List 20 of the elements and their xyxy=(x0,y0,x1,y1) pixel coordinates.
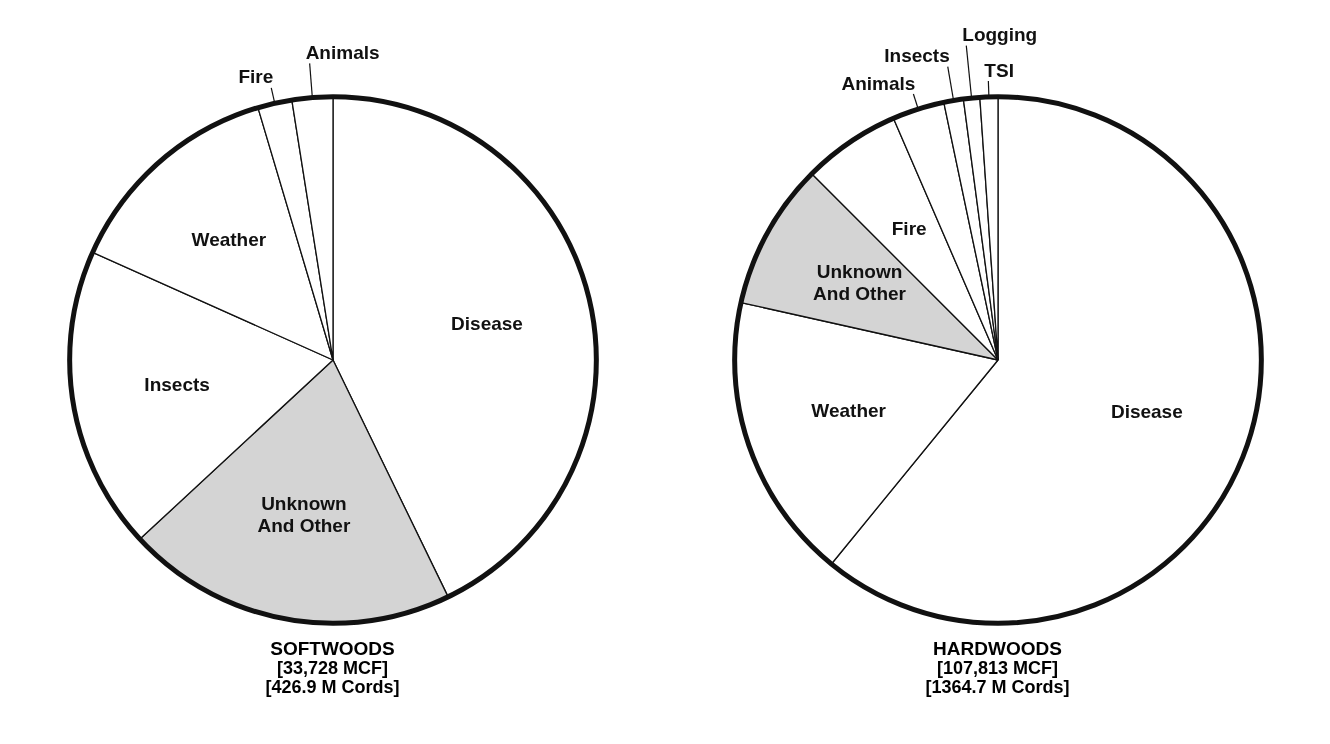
text: SOFTWOODS xyxy=(270,638,395,659)
text: [33,728 MCF] xyxy=(276,658,389,678)
slice-label: Unknown And Other xyxy=(812,261,907,305)
slice-label: Insects xyxy=(143,373,210,395)
slice-label: TSI xyxy=(983,59,1014,81)
slice-label: Animals xyxy=(840,72,915,94)
text: [107,813 MCF] xyxy=(936,658,1059,678)
slice-label: Animals xyxy=(305,42,380,64)
slice-label: Disease xyxy=(1110,401,1183,423)
slice-label: Fire xyxy=(891,217,927,239)
text: HARDWOODS xyxy=(933,638,1062,659)
text: [1364.7 M Cords] xyxy=(925,677,1070,697)
slice-label: Unknown And Other xyxy=(256,492,351,536)
slice-label: Weather xyxy=(191,229,267,251)
slice-label: Logging xyxy=(961,24,1037,46)
slice-label: Disease xyxy=(450,312,523,334)
slice-label: Fire xyxy=(237,66,273,88)
slice-label: Weather xyxy=(810,399,887,421)
slice-label: Insects xyxy=(883,45,950,67)
text: [426.9 M Cords] xyxy=(265,677,400,697)
